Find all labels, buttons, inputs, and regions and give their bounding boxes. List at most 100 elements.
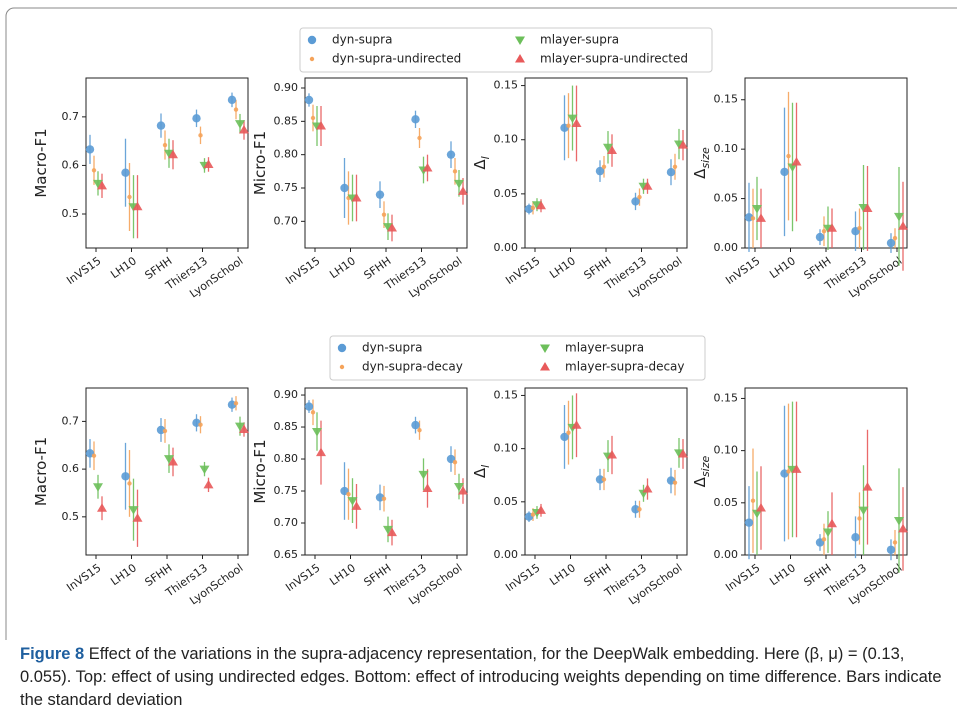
point [756,213,766,222]
point [203,479,214,489]
point [381,212,387,217]
subplot: 0.65 0.70 0.75 0.80 0.85 0.90 Micro-F1 InVS15 LH… [251,387,468,607]
point [678,448,688,458]
y-tick-label: 0.90 [274,81,299,94]
legend-label: dyn-supra [362,341,422,355]
point [452,460,458,465]
point [85,145,95,154]
legend-label: dyn-supra-undirected [332,52,461,66]
legend-label: dyn-supra [332,33,392,47]
point [857,226,862,231]
point [862,482,873,491]
y-tick-label: 0.00 [714,241,739,254]
point [894,517,904,526]
x-tick-label: InVS15 [283,254,322,287]
point [674,140,684,150]
caption-text: Effect of the variations in the supra-ad… [20,645,942,709]
plot-area [744,77,908,249]
y-axis-label-main: Δ [691,476,709,487]
y-tick-label: 0.5 [62,510,80,523]
plot-area [85,387,249,556]
point [892,235,898,241]
y-tick-label: 0.75 [274,484,299,497]
x-tick-label: InVS15 [503,254,542,287]
point [571,118,582,127]
point [858,506,869,516]
point [536,200,546,210]
point [787,163,798,172]
y-tick-label: 0.6 [62,462,80,475]
point [312,428,322,437]
plot-area [524,77,688,249]
y-axis-label-main: Macro-F1 [32,437,50,506]
point [156,425,166,435]
point [752,204,762,214]
y-tick-label: 0.90 [274,388,299,401]
point [601,477,607,482]
y-tick-label: 0.05 [714,192,739,205]
point [199,465,210,475]
y-tick-label: 0.00 [494,241,519,254]
point [422,163,433,172]
point [607,145,617,155]
x-tick-label: LH10 [547,561,578,588]
point [595,475,605,484]
y-axis-label-main: Δ [471,467,489,478]
y-tick-label: 0.00 [494,548,519,561]
point [239,124,249,134]
plot-area [304,77,468,249]
y-axis-label: Micro-F1 [251,131,269,195]
point [132,513,143,522]
point [198,133,203,138]
y-tick-label: 0.15 [494,388,519,401]
y-axis-label-main: Micro-F1 [251,439,269,503]
point [446,150,456,159]
point [642,484,653,493]
point [97,503,107,512]
point [381,496,387,501]
y-tick-label: 0.85 [274,114,299,127]
y-tick-label: 0.65 [274,548,299,561]
y-tick-label: 0.10 [714,142,739,155]
point [862,203,873,212]
y-tick-label: 0.6 [62,158,80,171]
point [383,525,393,535]
point [198,422,203,427]
point [595,166,605,176]
caption: Figure 8 Effect of the variations in the… [20,643,945,712]
y-tick-label: 0.75 [274,181,299,194]
y-tick-label: 0.80 [274,452,299,465]
point [458,186,468,195]
point [91,168,97,173]
point [631,505,640,514]
point [97,180,107,190]
y-tick-label: 0.15 [714,93,739,106]
y-tick-label: 0.10 [494,133,519,146]
point [156,121,166,130]
point [780,167,789,177]
x-tick-label: LH10 [327,561,358,588]
x-tick-label: LH10 [767,254,798,281]
point [821,537,827,542]
legend-marker [337,343,347,353]
point [192,114,201,123]
point [375,190,385,199]
point [607,450,617,459]
y-tick-label: 0.05 [714,496,739,509]
point [886,238,896,248]
point [203,159,214,168]
point [454,179,464,189]
point [168,149,178,159]
legend-marker [540,362,550,371]
point [121,472,130,481]
point [666,168,676,177]
y-tick-label: 0.05 [494,187,519,200]
point [566,430,571,435]
point [93,483,103,492]
y-tick-label: 0.85 [274,420,299,433]
